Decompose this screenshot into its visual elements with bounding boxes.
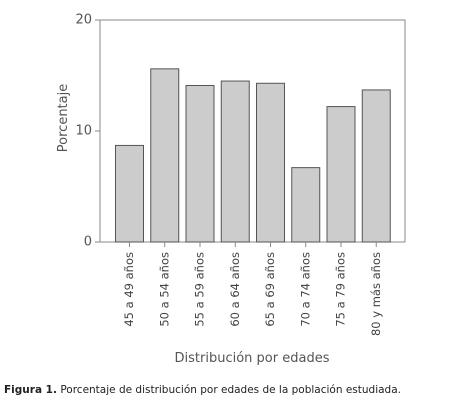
bar — [185, 84, 215, 243]
y-tick-label: 10 — [75, 124, 92, 139]
y-axis-title: Porcentaje — [56, 84, 71, 152]
bar — [361, 89, 391, 243]
plot-frame — [99, 19, 406, 243]
figure-caption-label: Figura 1. — [4, 384, 57, 396]
y-tick-label: 0 — [84, 235, 92, 250]
figure-caption-text: Porcentaje de distribución por edades de… — [56, 384, 401, 396]
bar — [150, 68, 180, 243]
x-tick-label: 65 a 69 años — [263, 252, 277, 327]
x-tick-label: 45 a 49 años — [122, 252, 136, 327]
x-tick-label: 75 a 79 años — [334, 252, 348, 327]
x-tick-label: 50 a 54 años — [157, 252, 171, 327]
bar — [291, 167, 321, 243]
bar — [220, 80, 250, 243]
bar — [256, 82, 285, 243]
bar — [115, 144, 144, 243]
bar — [326, 106, 356, 243]
x-tick-label: 80 y más años — [369, 252, 383, 336]
bars-group — [115, 68, 391, 243]
x-tick-label: 70 a 74 años — [298, 252, 312, 327]
x-tick-label: 55 a 59 años — [193, 252, 207, 327]
figure-caption: Figura 1. Porcentaje de distribución por… — [4, 384, 401, 396]
x-axis-title: Distribución por edades — [175, 351, 330, 366]
y-axis-ticks: 0 10 20 — [75, 13, 100, 250]
x-tick-label: 60 a 64 años — [228, 252, 242, 327]
y-tick-label: 20 — [75, 13, 92, 28]
x-axis-ticks: 45 a 49 años 50 a 54 años 55 a 59 años 60 a… — [122, 242, 383, 336]
